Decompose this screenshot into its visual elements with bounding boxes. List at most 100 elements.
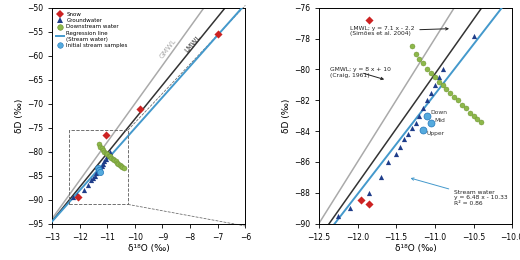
Point: [454, 98, 462, 102]
Point: [120, 166, 128, 170]
Point: [89, 176, 98, 180]
Point: [427, 70, 435, 75]
Point: [98, 164, 106, 168]
Point: [419, 127, 427, 132]
Point: [96, 145, 105, 149]
Point: [80, 188, 88, 192]
Point: [84, 183, 92, 187]
Point: [103, 154, 111, 159]
Text: Down: Down: [430, 110, 447, 115]
Text: LMWL: LMWL: [184, 34, 202, 54]
Point: [411, 121, 420, 126]
Point: [376, 175, 385, 179]
Point: [431, 75, 439, 79]
Text: Stream water
y = 6.48 x - 10.33
R² = 0.86: Stream water y = 6.48 x - 10.33 R² = 0.8…: [411, 178, 508, 206]
Point: [102, 151, 110, 155]
Y-axis label: δD (‰): δD (‰): [15, 99, 24, 133]
Point: [109, 157, 117, 161]
Point: [446, 90, 454, 95]
Point: [102, 133, 110, 137]
Point: [105, 153, 113, 158]
Point: [117, 164, 125, 168]
Point: [458, 103, 466, 107]
Point: [423, 114, 431, 118]
Point: [470, 114, 478, 118]
Point: [365, 202, 373, 206]
Point: [100, 150, 109, 154]
Point: [438, 67, 447, 72]
Point: [415, 57, 424, 61]
Point: [106, 154, 114, 159]
Point: [365, 191, 373, 195]
X-axis label: δ¹⁸O (‰): δ¹⁸O (‰): [395, 244, 436, 254]
Point: [95, 142, 103, 147]
Text: GMWL; y = 8 x + 10
(Craig, 1961): GMWL; y = 8 x + 10 (Craig, 1961): [330, 67, 392, 80]
Point: [419, 106, 427, 110]
Point: [408, 44, 416, 48]
Point: [103, 152, 111, 156]
Point: [462, 106, 470, 110]
Point: [118, 165, 126, 169]
Point: [465, 110, 474, 115]
Point: [438, 83, 447, 87]
Point: [94, 166, 102, 171]
Point: [115, 163, 124, 167]
Point: [435, 80, 443, 84]
Text: Upper: Upper: [426, 131, 445, 136]
Point: [419, 61, 427, 65]
Point: [477, 120, 486, 124]
Point: [106, 150, 114, 154]
Point: [334, 214, 342, 218]
Text: LMWL; y = 7.1 x - 2.2
(Simões et al. 2004): LMWL; y = 7.1 x - 2.2 (Simões et al. 200…: [350, 25, 448, 36]
Point: [107, 156, 115, 160]
Point: [423, 67, 431, 72]
Point: [357, 198, 366, 203]
Point: [443, 87, 451, 92]
Point: [384, 160, 393, 164]
Point: [113, 161, 121, 165]
Point: [450, 95, 458, 99]
Point: [411, 52, 420, 56]
Text: GMWL: GMWL: [159, 38, 177, 60]
Point: [110, 158, 119, 162]
Point: [98, 146, 106, 150]
Point: [427, 90, 435, 95]
Point: [396, 145, 404, 149]
Point: [404, 132, 412, 136]
Point: [400, 137, 408, 141]
Point: [435, 75, 443, 79]
Point: [423, 98, 431, 102]
Point: [408, 126, 416, 130]
Point: [74, 195, 82, 199]
Point: [365, 18, 373, 22]
Point: [114, 161, 122, 166]
Point: [473, 117, 482, 121]
Point: [100, 159, 109, 163]
Point: [69, 195, 77, 199]
Y-axis label: δD (‰): δD (‰): [282, 99, 291, 133]
Point: [427, 121, 435, 126]
Point: [214, 32, 222, 36]
Point: [415, 114, 424, 118]
Point: [431, 83, 439, 87]
Point: [95, 168, 103, 172]
Point: [470, 34, 478, 38]
Text: Mid: Mid: [434, 118, 445, 123]
Point: [105, 152, 113, 156]
Point: [86, 178, 95, 183]
Point: [136, 106, 145, 110]
Legend: Snow, Groundwater, Downstream water, Regression line
(Stream water), Initial str: Snow, Groundwater, Downstream water, Reg…: [55, 11, 129, 49]
Point: [94, 170, 102, 174]
Point: [346, 206, 354, 210]
Point: [96, 166, 105, 171]
Point: [99, 161, 107, 166]
Point: [96, 170, 105, 174]
Point: [99, 148, 107, 152]
Point: [90, 174, 99, 178]
Point: [95, 168, 103, 172]
Point: [92, 171, 100, 175]
Point: [111, 159, 120, 163]
X-axis label: δ¹⁸O (‰): δ¹⁸O (‰): [128, 244, 170, 254]
Point: [392, 152, 400, 156]
Point: [102, 157, 110, 161]
